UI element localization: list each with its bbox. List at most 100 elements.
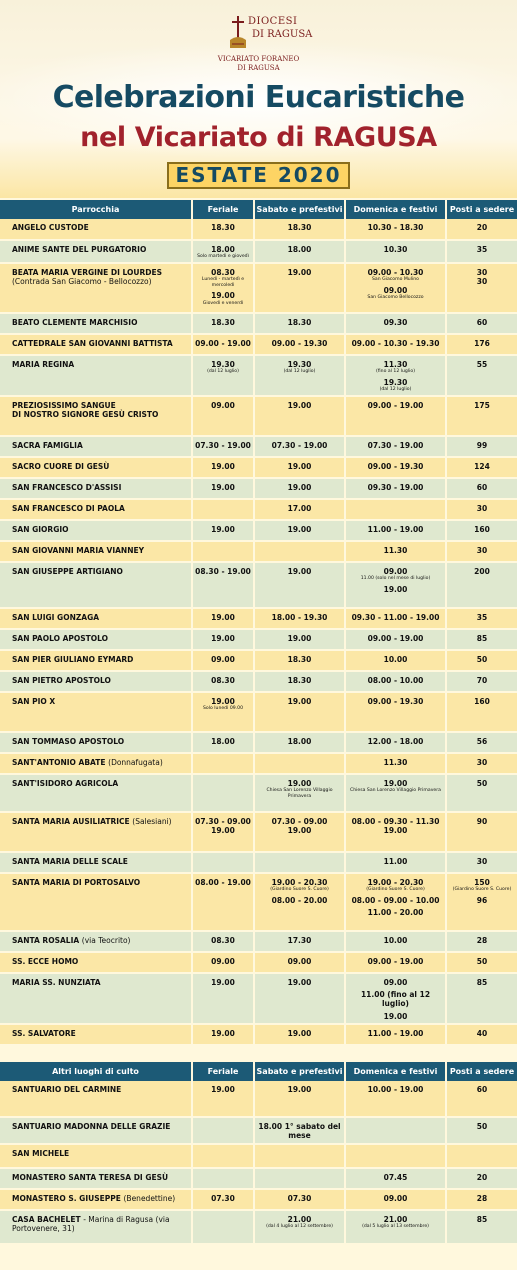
time-value: 07.30 - 09.00 bbox=[195, 816, 251, 826]
time-note: Chiesa San Lorenzo Villaggio Primavera bbox=[350, 788, 441, 793]
domenica-festivi-cell: 09.30 - 11.00 - 19.00 bbox=[345, 607, 447, 630]
time-note: (fino al 12 luglio) bbox=[376, 369, 415, 375]
table-row: SS. SALVATORE 19.00 19.00 11.00 - 19.00 40 bbox=[0, 1024, 517, 1047]
domenica-festivi-cell: 11.00 bbox=[345, 851, 447, 874]
posti-a-sedere-cell: 85 bbox=[446, 628, 517, 651]
row-name-cell: MARIA REGINA bbox=[0, 354, 193, 397]
posti-a-sedere-cell: 30 bbox=[446, 540, 517, 563]
time-note: Solo lunedì 09.00 bbox=[202, 706, 243, 711]
logo-text-diocesi: DIOCESI bbox=[248, 16, 298, 27]
column-header-posti-a-sedere: Posti a sedere bbox=[446, 1062, 517, 1081]
time-value: 96 bbox=[476, 895, 488, 905]
sabato-prefestivi-cell: 18.00 bbox=[254, 240, 346, 264]
feriale-cell bbox=[192, 851, 255, 874]
time-value: 11.30 bbox=[383, 757, 408, 767]
church-name: SANTA ROSALIA bbox=[12, 935, 80, 945]
time-value: 08.00 - 19.00 bbox=[195, 877, 251, 887]
domenica-festivi-cell bbox=[345, 1143, 447, 1169]
church-name: SAN LUIGI GONZAGA bbox=[12, 612, 100, 622]
posti-a-sedere-cell: 90 bbox=[446, 811, 517, 853]
table-row: SAN MICHELE bbox=[0, 1143, 517, 1169]
church-name: SANTA MARIA DELLE SCALE bbox=[12, 856, 128, 866]
time-value: 09.00 bbox=[383, 566, 408, 576]
row-name-cell: SAN PAOLO APOSTOLO bbox=[0, 628, 193, 651]
time-value: 175 bbox=[474, 400, 490, 410]
table-row: SANTUARIO MADONNA DELLE GRAZIE 18.00 1° s… bbox=[0, 1117, 517, 1145]
time-value: 19.30 bbox=[211, 359, 235, 369]
sabato-prefestivi-cell bbox=[254, 540, 346, 563]
church-name: SANTA MARIA DI PORTOSALVO bbox=[12, 877, 141, 887]
church-name: SAN MICHELE bbox=[12, 1148, 70, 1158]
time-note: (dal 12 luglio) bbox=[283, 369, 316, 375]
domenica-festivi-cell: 07.30 - 19.00 bbox=[345, 435, 447, 458]
time-value: 07.30 bbox=[211, 1193, 235, 1203]
time-value: 99 bbox=[476, 440, 488, 450]
posti-a-sedere-cell: 30 30 bbox=[446, 262, 517, 314]
feriale-cell: 19.00 bbox=[192, 972, 255, 1026]
time-value: 19.00 bbox=[287, 461, 312, 471]
time-value: 70 bbox=[476, 675, 488, 685]
time-value: 18.00 bbox=[287, 245, 312, 254]
time-value: 08.00 - 09.30 - 11.30 bbox=[351, 816, 440, 826]
posti-a-sedere-cell: 28 bbox=[446, 1188, 517, 1211]
domenica-festivi-cell bbox=[345, 1117, 447, 1145]
posti-a-sedere-cell: 56 bbox=[446, 731, 517, 754]
time-value: 09.00 - 10.30 bbox=[367, 267, 424, 277]
time-value: 07.30 - 19.00 bbox=[271, 440, 328, 450]
time-value: 09.00 bbox=[383, 285, 408, 295]
domenica-festivi-cell: 10.00 bbox=[345, 649, 447, 672]
feriale-cell: 18.30 bbox=[192, 219, 255, 241]
feriale-cell: 09.00 bbox=[192, 951, 255, 974]
church-name: BEATO CLEMENTE MARCHISIO bbox=[12, 317, 138, 327]
domenica-festivi-cell: 11.30 bbox=[345, 752, 447, 775]
posti-a-sedere-cell: 175 bbox=[446, 395, 517, 437]
posti-a-sedere-cell: 124 bbox=[446, 456, 517, 479]
sabato-prefestivi-cell: 19.00 bbox=[254, 1081, 346, 1118]
time-note: (Giardino Suore S. Cuore) bbox=[366, 887, 425, 892]
sabato-prefestivi-cell bbox=[254, 1143, 346, 1169]
posti-a-sedere-cell: 55 bbox=[446, 354, 517, 397]
table-row: SAN FRANCESCO DI PAOLA 17.00 30 bbox=[0, 498, 517, 521]
church-name: SS. ECCE HOMO bbox=[12, 956, 79, 966]
row-name-cell: BEATA MARIA VERGINE DI LOURDES (Contrada … bbox=[0, 262, 193, 314]
time-value: 20 bbox=[476, 1172, 488, 1182]
time-value: 150 bbox=[474, 877, 490, 887]
time-value: 19.00 bbox=[211, 633, 235, 643]
time-value: 85 bbox=[476, 977, 488, 987]
sabato-prefestivi-cell: 19.00 bbox=[254, 691, 346, 733]
row-name-cell: SANT'ANTONIO ABATE (Donnafugata) bbox=[0, 752, 193, 775]
sabato-prefestivi-cell: 19.00 bbox=[254, 1024, 346, 1047]
time-note: Solo martedì e giovedì bbox=[197, 254, 249, 260]
header: DIOCESI DI RAGUSA VICARIATO FORANEO DI R… bbox=[0, 0, 517, 198]
sabato-prefestivi-cell: 19.00 bbox=[254, 477, 346, 500]
time-value: 19.00 - 20.30 bbox=[271, 877, 328, 887]
time-value: 19.00 bbox=[211, 1029, 235, 1039]
time-value: 30 bbox=[476, 856, 488, 866]
domenica-festivi-cell: 10.00 - 19.00 bbox=[345, 1081, 447, 1118]
time-value: 18.00 - 19.30 bbox=[271, 612, 328, 622]
sabato-prefestivi-cell: 19.00 bbox=[254, 456, 346, 479]
time-value: 19.00 bbox=[287, 400, 312, 410]
posti-a-sedere-cell: 50 bbox=[446, 951, 517, 974]
church-note: (Contrada San Giacomo - Bellocozzo) bbox=[12, 277, 152, 287]
time-value: 19.00 bbox=[383, 778, 408, 788]
column-header-feriale: Feriale bbox=[192, 200, 255, 219]
row-name-cell: MONASTERO S. GIUSEPPE (Benedettine) bbox=[0, 1188, 193, 1211]
page-title: Celebrazioni Eucaristiche bbox=[52, 80, 465, 115]
time-value: 19.00 bbox=[287, 826, 312, 835]
time-value: 09.00 - 19.00 bbox=[367, 956, 424, 966]
time-note: (Giardino Suore S. Cuore) bbox=[270, 887, 329, 892]
time-value: 19.00 bbox=[287, 524, 312, 534]
time-value: 07.30 - 19.00 bbox=[367, 440, 424, 450]
row-name-cell: CATTEDRALE SAN GIOVANNI BATTISTA bbox=[0, 333, 193, 356]
time-value: 07.30 - 09.00 bbox=[271, 816, 328, 826]
time-value: 60 bbox=[476, 317, 488, 327]
table-row: SANT'ANTONIO ABATE (Donnafugata) 11.30 30 bbox=[0, 752, 517, 775]
time-value: 11.00 bbox=[383, 856, 408, 866]
time-value: 09.00 - 19.30 bbox=[367, 696, 424, 706]
feriale-cell: 19.00 bbox=[192, 1081, 255, 1118]
row-name-cell: PREZIOSISSIMO SANGUE DI NOSTRO SIGNORE GE… bbox=[0, 395, 193, 437]
time-value: 08.00 - 10.00 bbox=[367, 675, 424, 685]
time-value: 30 bbox=[476, 757, 488, 767]
sabato-prefestivi-cell: 19.30 (dal 12 luglio) bbox=[254, 354, 346, 397]
